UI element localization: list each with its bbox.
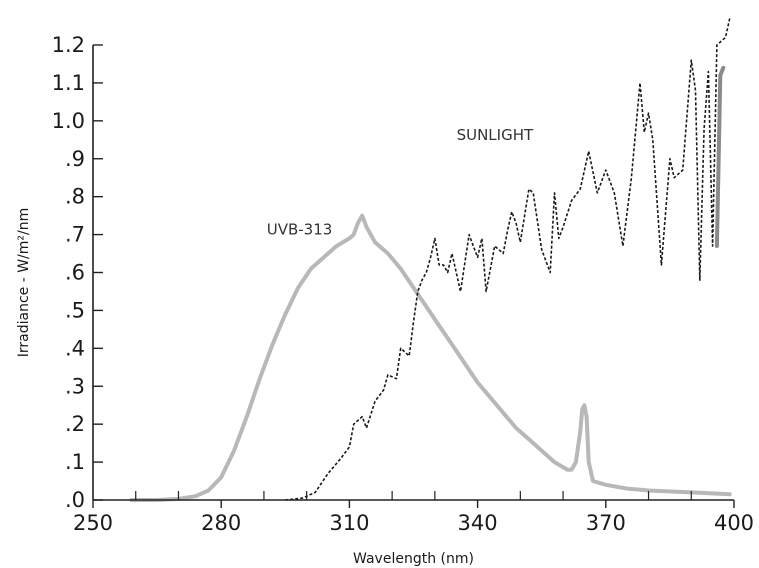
y-axis-label: Irradiance - W/m²/nm (16, 208, 32, 358)
y-tick-label: 1.1 (52, 71, 85, 95)
series-labels: UVB-313 SUNLIGHT (267, 126, 534, 239)
x-tick-label: 310 (329, 511, 369, 535)
y-tick-label: .4 (65, 336, 85, 360)
y-tick-label: .1 (65, 450, 85, 474)
axes (92, 45, 734, 501)
ticks: 250 280 310 340 370 400 .0 .1 .2 .3 .4 .5 .6 .7 .8 .9 1.… (52, 33, 754, 535)
x-tick-label: 280 (201, 511, 241, 535)
x-tick-label: 340 (458, 511, 498, 535)
y-tick-label: .5 (65, 298, 85, 322)
x-axis-label: Wavelength (nm) (353, 551, 474, 567)
series-2-line (714, 65, 726, 248)
y-tick-label: .7 (65, 223, 85, 247)
y-tick-label: .9 (65, 147, 85, 171)
y-tick-label: .8 (65, 185, 85, 209)
y-tick-label: 1.0 (52, 109, 85, 133)
y-tick-label: .2 (65, 412, 85, 436)
sunlight-line (285, 18, 731, 501)
x-tick-label: 400 (714, 511, 754, 535)
uvb-313-line (129, 213, 732, 502)
y-tick-label: 1.2 (52, 33, 85, 57)
y-tick-label: .3 (65, 374, 85, 398)
series-label-sunlight: SUNLIGHT (457, 126, 534, 144)
x-tick-label: 250 (73, 511, 113, 535)
x-tick-label: 370 (586, 511, 626, 535)
series-label-uvb-313: UVB-313 (267, 221, 333, 239)
y-tick-label: .0 (65, 488, 85, 512)
y-tick-label: .6 (65, 261, 85, 285)
plot-area (129, 18, 732, 502)
